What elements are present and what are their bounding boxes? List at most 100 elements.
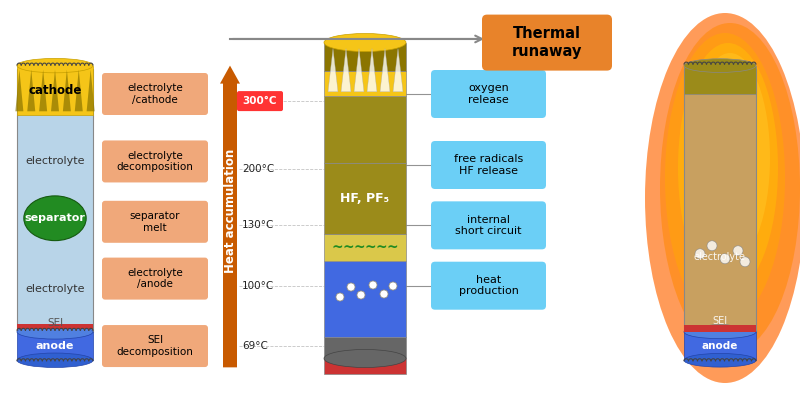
Bar (324, 261, 406, 337)
Bar (17, 66, 93, 115)
Bar (17, 69, 93, 332)
Polygon shape (74, 70, 82, 111)
FancyBboxPatch shape (431, 262, 546, 310)
Ellipse shape (17, 59, 93, 73)
Circle shape (369, 281, 377, 289)
FancyArrow shape (220, 66, 240, 367)
Text: electrolyte: electrolyte (26, 284, 85, 294)
Polygon shape (63, 70, 71, 111)
Polygon shape (328, 49, 338, 92)
Polygon shape (354, 49, 364, 92)
Circle shape (336, 293, 344, 301)
Bar (324, 163, 406, 234)
Ellipse shape (684, 325, 756, 339)
Circle shape (380, 290, 388, 298)
Text: anode: anode (36, 341, 74, 351)
Text: 300°C: 300°C (242, 96, 278, 106)
Bar (324, 43, 406, 71)
Text: SEI
decomposition: SEI decomposition (117, 335, 194, 357)
Polygon shape (86, 70, 94, 111)
Polygon shape (380, 49, 390, 92)
FancyBboxPatch shape (102, 325, 208, 367)
Text: separator
melt: separator melt (130, 211, 180, 232)
Polygon shape (39, 70, 47, 111)
Ellipse shape (665, 33, 785, 323)
Circle shape (380, 290, 388, 298)
Text: separator: separator (25, 213, 86, 223)
Circle shape (707, 241, 717, 251)
Text: electrolyte: electrolyte (694, 252, 746, 262)
Polygon shape (15, 70, 23, 111)
Text: ~: ~ (331, 240, 343, 255)
Circle shape (733, 246, 743, 256)
Text: oxygen
release: oxygen release (468, 83, 509, 105)
Text: ~: ~ (364, 240, 376, 255)
Text: Heat accumulation: Heat accumulation (223, 149, 237, 273)
Circle shape (389, 282, 397, 290)
Bar (324, 71, 406, 96)
Bar (324, 359, 406, 375)
Text: 200°C: 200°C (242, 164, 274, 174)
Ellipse shape (645, 13, 800, 383)
Ellipse shape (660, 23, 800, 353)
Polygon shape (393, 49, 403, 92)
Bar (324, 337, 406, 359)
Ellipse shape (678, 43, 778, 293)
Polygon shape (341, 49, 351, 92)
Bar (684, 66, 756, 94)
FancyBboxPatch shape (102, 73, 208, 115)
Bar (17, 332, 93, 360)
Bar (684, 69, 756, 332)
Polygon shape (367, 49, 377, 92)
Text: HF, PF₅: HF, PF₅ (341, 192, 390, 205)
Bar (324, 96, 406, 163)
Text: ~: ~ (342, 240, 354, 255)
Circle shape (740, 257, 750, 267)
FancyBboxPatch shape (102, 140, 208, 182)
FancyBboxPatch shape (482, 15, 612, 70)
Ellipse shape (324, 33, 406, 51)
Text: internal
short circuit: internal short circuit (455, 215, 522, 236)
Circle shape (357, 291, 365, 299)
Text: free radicals
HF release: free radicals HF release (454, 154, 523, 176)
Polygon shape (27, 70, 35, 111)
Bar (17, 324, 93, 329)
Text: ~: ~ (386, 240, 398, 255)
Circle shape (347, 283, 355, 291)
Text: electrolyte
/cathode: electrolyte /cathode (127, 83, 183, 105)
Ellipse shape (17, 353, 93, 367)
Text: heat
production: heat production (458, 275, 518, 297)
Ellipse shape (329, 262, 401, 310)
Text: anode: anode (702, 341, 738, 351)
Ellipse shape (324, 349, 406, 367)
Circle shape (336, 293, 344, 301)
Text: ~: ~ (353, 240, 365, 255)
FancyBboxPatch shape (431, 141, 546, 189)
Text: ~: ~ (375, 240, 387, 255)
FancyBboxPatch shape (102, 258, 208, 300)
Text: SEI: SEI (47, 318, 63, 328)
Text: Thermal
runaway: Thermal runaway (512, 26, 582, 59)
Ellipse shape (684, 353, 756, 367)
FancyBboxPatch shape (102, 201, 208, 243)
Text: electrolyte
/anode: electrolyte /anode (127, 268, 183, 289)
Bar (684, 325, 756, 332)
Ellipse shape (24, 196, 86, 241)
Text: SEI: SEI (713, 316, 727, 326)
Text: 69°C: 69°C (242, 341, 268, 351)
Circle shape (347, 283, 355, 291)
Circle shape (357, 291, 365, 299)
Bar (684, 332, 756, 360)
Ellipse shape (17, 325, 93, 339)
Text: electrolyte
decomposition: electrolyte decomposition (117, 151, 194, 172)
Text: cathode: cathode (28, 84, 82, 97)
Text: 130°C: 130°C (242, 220, 274, 230)
Ellipse shape (684, 59, 756, 72)
Circle shape (695, 249, 705, 259)
Circle shape (389, 282, 397, 290)
FancyBboxPatch shape (237, 91, 283, 111)
FancyBboxPatch shape (431, 70, 546, 118)
Circle shape (720, 254, 730, 264)
Polygon shape (51, 70, 59, 111)
Text: 100°C: 100°C (242, 281, 274, 291)
